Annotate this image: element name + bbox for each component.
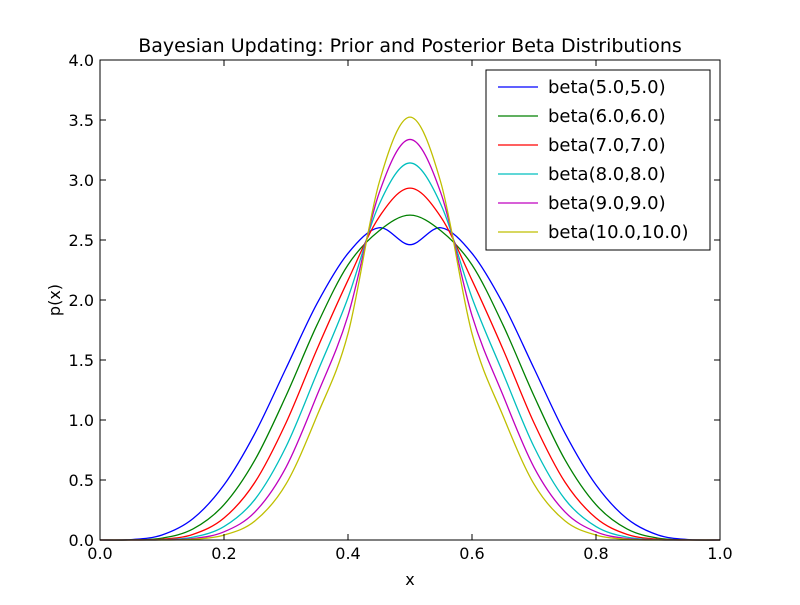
x-tick-label: 0.2	[211, 544, 236, 563]
series-line-0	[99, 227, 721, 541]
x-tick-label: 0.8	[583, 544, 608, 563]
x-tick-label: 0.0	[87, 544, 112, 563]
y-tick-label: 3.5	[69, 111, 94, 130]
legend-label-1: beta(6.0,6.0)	[548, 106, 666, 127]
y-tick-label: 0.0	[69, 531, 94, 550]
y-tick-label: 3.0	[69, 171, 94, 190]
legend-frame	[485, 69, 711, 251]
y-tick-label: 1.5	[69, 351, 94, 370]
series-line-1	[99, 214, 721, 541]
x-tick-label: 0.4	[335, 544, 360, 563]
y-tick-label: 1.0	[69, 411, 94, 430]
y-axis-label: p(x)	[45, 284, 64, 316]
legend-label-4: beta(9.0,9.0)	[548, 193, 666, 214]
series-line-4	[99, 138, 721, 541]
legend-label-0: beta(5.0,5.0)	[548, 77, 666, 98]
series-line-2	[99, 187, 721, 541]
x-tick-label: 1.0	[707, 544, 732, 563]
y-tick-label: 4.0	[69, 51, 94, 70]
y-tick-label: 2.5	[69, 231, 94, 250]
series-line-5	[99, 116, 721, 541]
chart-title: Bayesian Updating: Prior and Posterior B…	[138, 35, 682, 57]
legend-label-2: beta(7.0,7.0)	[548, 135, 666, 156]
legend: beta(5.0,5.0) beta(6.0,6.0) beta(7.0,7.0) b…	[485, 69, 711, 251]
legend-label-5: beta(10.0,10.0)	[548, 222, 689, 243]
x-axis-label: x	[405, 570, 414, 589]
y-tick-label: 0.5	[69, 471, 94, 490]
x-tick-label: 0.6	[459, 544, 484, 563]
legend-label-3: beta(8.0,8.0)	[548, 164, 666, 185]
series-line-3	[99, 162, 721, 541]
y-tick-label: 2.0	[69, 291, 94, 310]
